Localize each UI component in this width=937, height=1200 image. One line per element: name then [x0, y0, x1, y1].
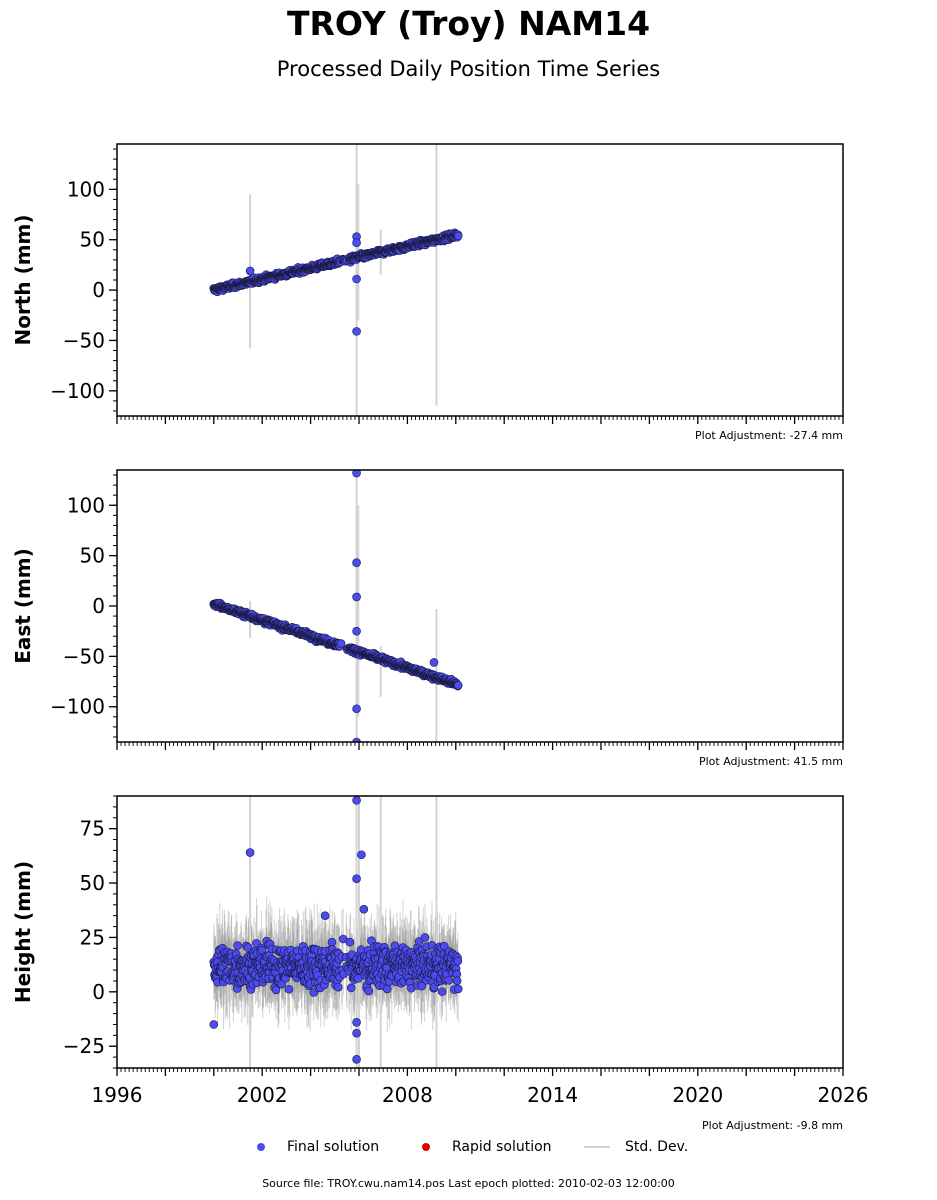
y-tick-label: −50 [63, 328, 105, 352]
north-plot-adjustment: Plot Adjustment: -27.4 mm [695, 429, 843, 442]
y-tick-label: 0 [92, 594, 105, 618]
y-axis-label: East (mm) [11, 548, 35, 664]
x-tick-label: 2002 [237, 1083, 288, 1107]
panel-1: −100 −50 0 50 100 East (mm) [11, 469, 844, 750]
data-point [352, 592, 361, 602]
data-point [352, 874, 361, 883]
data-point [357, 850, 366, 860]
rapid-solution-marker [422, 1143, 430, 1151]
data-point [352, 626, 361, 636]
data-point [382, 984, 392, 994]
data-point [414, 937, 424, 946]
data-point [352, 238, 361, 248]
data-point [333, 982, 343, 992]
height-plot-adjustment: Plot Adjustment: -9.8 mm [702, 1119, 843, 1132]
y-tick-label: 75 [80, 817, 105, 841]
y-tick-label: −25 [63, 1034, 105, 1058]
data-point [352, 470, 361, 478]
data-point [352, 558, 361, 567]
chart-subtitle: Processed Daily Position Time Series [276, 57, 661, 81]
east-plot-adjustment: Plot Adjustment: 41.5 mm [698, 755, 843, 768]
chart-title: TROY (Troy) NAM14 [286, 4, 651, 43]
data-point [320, 911, 330, 920]
data-point [284, 984, 294, 994]
legend-std-label: Std. Dev. [625, 1139, 689, 1155]
panel-0: −100 −50 0 50 100 North (mm) [11, 143, 844, 424]
data-point [352, 737, 361, 742]
data-point [452, 976, 462, 986]
data-point [209, 1020, 219, 1029]
data-point [245, 848, 255, 857]
axes-frame [116, 143, 844, 417]
y-tick-label: −50 [63, 644, 105, 668]
data-point [439, 941, 449, 951]
x-tick-label: 2008 [382, 1083, 433, 1107]
y-tick-label: 100 [67, 177, 105, 201]
y-tick-label: 0 [92, 980, 105, 1004]
data-point [352, 327, 361, 336]
data-point [346, 983, 356, 993]
legend: Final solution Rapid solution Std. Dev. [0, 1136, 937, 1158]
data-point [271, 985, 281, 995]
y-tick-label: 50 [80, 228, 105, 252]
y-tick-label: 50 [80, 871, 105, 895]
data-point [352, 1054, 361, 1064]
data-point [345, 937, 355, 947]
final-solution-marker [257, 1143, 265, 1151]
source-footer: Source file: TROY.cwu.nam14.pos Last epo… [262, 1177, 675, 1190]
data-point [437, 987, 447, 996]
y-axis-label: Height (mm) [11, 861, 35, 1003]
panel-data-area [209, 470, 463, 742]
data-point [336, 639, 346, 648]
y-axis-label: North (mm) [11, 214, 35, 345]
data-point [359, 904, 369, 914]
data-point [352, 796, 361, 805]
data-point [453, 681, 463, 690]
panel-data-area [209, 144, 463, 416]
y-tick-label: 0 [92, 278, 105, 302]
data-point [417, 981, 427, 991]
data-point [245, 266, 255, 276]
data-point [444, 975, 454, 985]
data-point [429, 658, 439, 667]
data-point [352, 1028, 361, 1038]
data-point [453, 956, 463, 966]
data-point [453, 984, 463, 994]
data-point [453, 231, 463, 241]
data-point [327, 937, 337, 947]
y-tick-label: −100 [50, 379, 105, 403]
panel-2: −25 0 25 50 75 1996 2002 2008 2014 2020 2026 Height… [11, 795, 869, 1107]
x-tick-label: 2014 [527, 1083, 578, 1107]
y-tick-label: 50 [80, 544, 105, 568]
legend-rapid-label: Rapid solution [452, 1139, 552, 1155]
data-point [420, 933, 430, 942]
x-tick-label: 2026 [818, 1083, 869, 1107]
data-point [233, 941, 242, 950]
data-point [352, 274, 361, 284]
std-dev-line-marker [584, 1146, 610, 1148]
x-tick-label: 2020 [672, 1083, 723, 1107]
panel-data-area [209, 796, 463, 1068]
data-point [352, 704, 361, 714]
y-tick-label: −100 [50, 695, 105, 719]
data-point [364, 986, 374, 996]
legend-final-label: Final solution [287, 1139, 380, 1155]
data-point [352, 1018, 361, 1027]
x-tick-label: 1996 [92, 1083, 143, 1107]
y-tick-label: 100 [67, 493, 105, 517]
y-tick-label: 25 [80, 925, 105, 949]
